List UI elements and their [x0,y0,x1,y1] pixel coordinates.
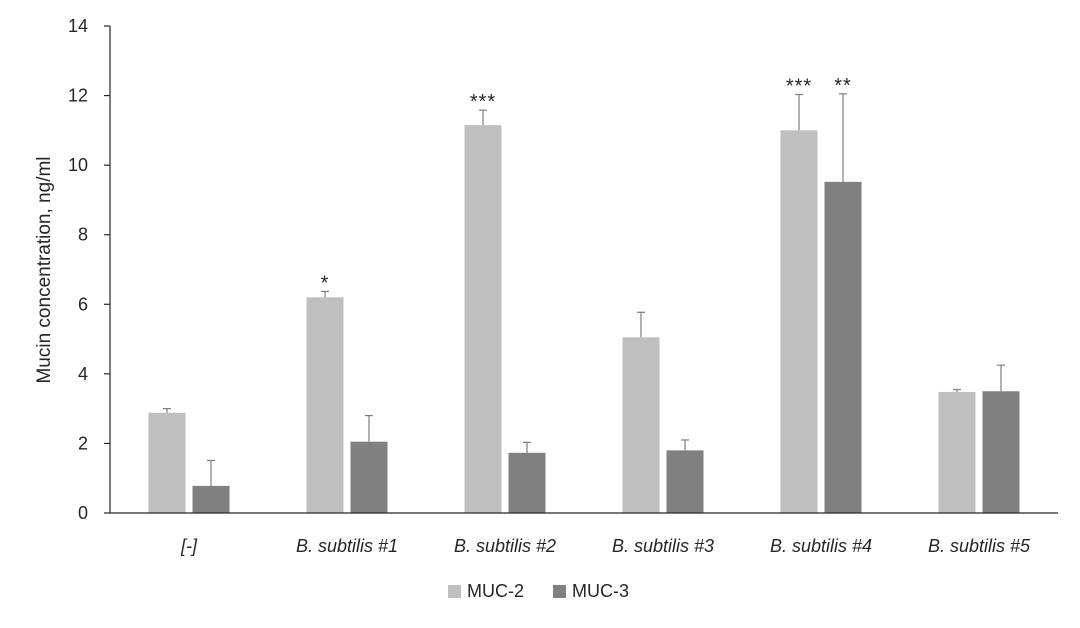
bar-muc-3-3 [666,450,704,513]
bar-muc-3-0 [192,485,230,513]
bar-muc-2-1 [306,297,344,513]
significance-marker: *** [786,76,812,98]
y-axis-title: Mucin concentration, ng/ml [34,156,55,383]
y-axis-ticks: 0 2 4 6 8 10 12 14 [68,16,110,523]
bar-muc-2-5 [938,391,976,513]
legend-label: MUC-3 [572,581,629,601]
significance-marker: ** [834,75,852,97]
error-bars-group [163,93,1005,486]
category-label: B. subtilis #5 [928,536,1031,556]
y-tick-label: 0 [78,503,88,523]
bars-group [148,125,1020,513]
legend-swatch-muc-3 [553,585,566,598]
significance-marker: *** [470,91,496,113]
bar-muc-2-2 [464,125,502,513]
significance-marker: * [321,272,330,294]
category-labels: [-] B. subtilis #1 B. subtilis #2 B. subtil… [180,536,1031,556]
y-tick-label: 2 [78,433,88,453]
bar-muc-2-3 [622,337,660,513]
y-tick-label: 8 [78,225,88,245]
category-label: B. subtilis #4 [770,536,872,556]
category-label: B. subtilis #1 [296,536,398,556]
bar-muc-2-0 [148,412,186,513]
legend-label: MUC-2 [467,581,524,601]
category-label: B. subtilis #2 [454,536,556,556]
legend: MUC-2 MUC-3 [448,581,629,601]
y-tick-label: 10 [68,155,88,175]
y-tick-label: 12 [68,86,88,106]
bar-muc-2-4 [780,130,818,513]
y-tick-label: 14 [68,16,88,36]
bar-muc-3-4 [824,181,862,513]
category-label: [-] [180,536,198,556]
significance-markers: ******* ** [321,75,852,295]
bar-muc-3-2 [508,452,546,513]
legend-swatch-muc-2 [448,585,461,598]
category-label: B. subtilis #3 [612,536,714,556]
y-tick-label: 6 [78,294,88,314]
bar-muc-3-5 [982,391,1020,513]
bar-muc-3-1 [350,441,388,513]
y-tick-label: 4 [78,364,88,384]
